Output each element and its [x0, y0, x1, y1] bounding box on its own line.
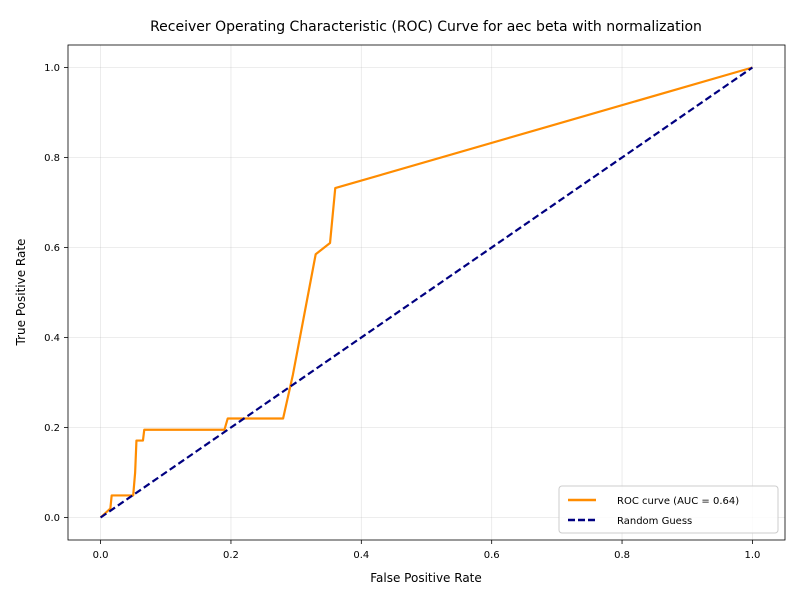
x-tick-label: 0.6 — [484, 550, 500, 561]
y-tick-label: 0.6 — [44, 243, 60, 254]
y-tick-label: 0.4 — [44, 333, 60, 344]
x-tick-label: 0.8 — [614, 550, 630, 561]
legend-label-roc: ROC curve (AUC = 0.64) — [617, 496, 739, 507]
roc-curve-line — [99, 66, 753, 519]
series-layer — [99, 66, 754, 519]
x-tick-label: 1.0 — [744, 550, 760, 561]
y-axis-label: True Positive Rate — [14, 239, 28, 347]
x-axis: 0.0 0.2 0.4 0.6 0.8 1.0 — [93, 540, 760, 561]
grid — [68, 45, 785, 540]
x-tick-label: 0.0 — [93, 550, 109, 561]
y-axis: 0.0 0.2 0.4 0.6 0.8 1.0 — [44, 63, 68, 524]
legend-box — [558, 485, 779, 534]
y-tick-label: 0.0 — [44, 513, 60, 524]
random-guess-line — [99, 66, 754, 519]
y-tick-label: 1.0 — [44, 63, 60, 74]
plot-frame — [67, 44, 786, 541]
x-tick-label: 0.2 — [223, 550, 239, 561]
x-tick-label: 0.4 — [353, 550, 369, 561]
x-axis-label: False Positive Rate — [370, 571, 482, 585]
y-tick-label: 0.2 — [44, 423, 60, 434]
chart-title: Receiver Operating Characteristic (ROC) … — [150, 19, 702, 35]
y-tick-label: 0.8 — [44, 153, 60, 164]
legend: ROC curve (AUC = 0.64) Random Guess — [558, 485, 779, 534]
legend-label-random: Random Guess — [617, 516, 692, 527]
